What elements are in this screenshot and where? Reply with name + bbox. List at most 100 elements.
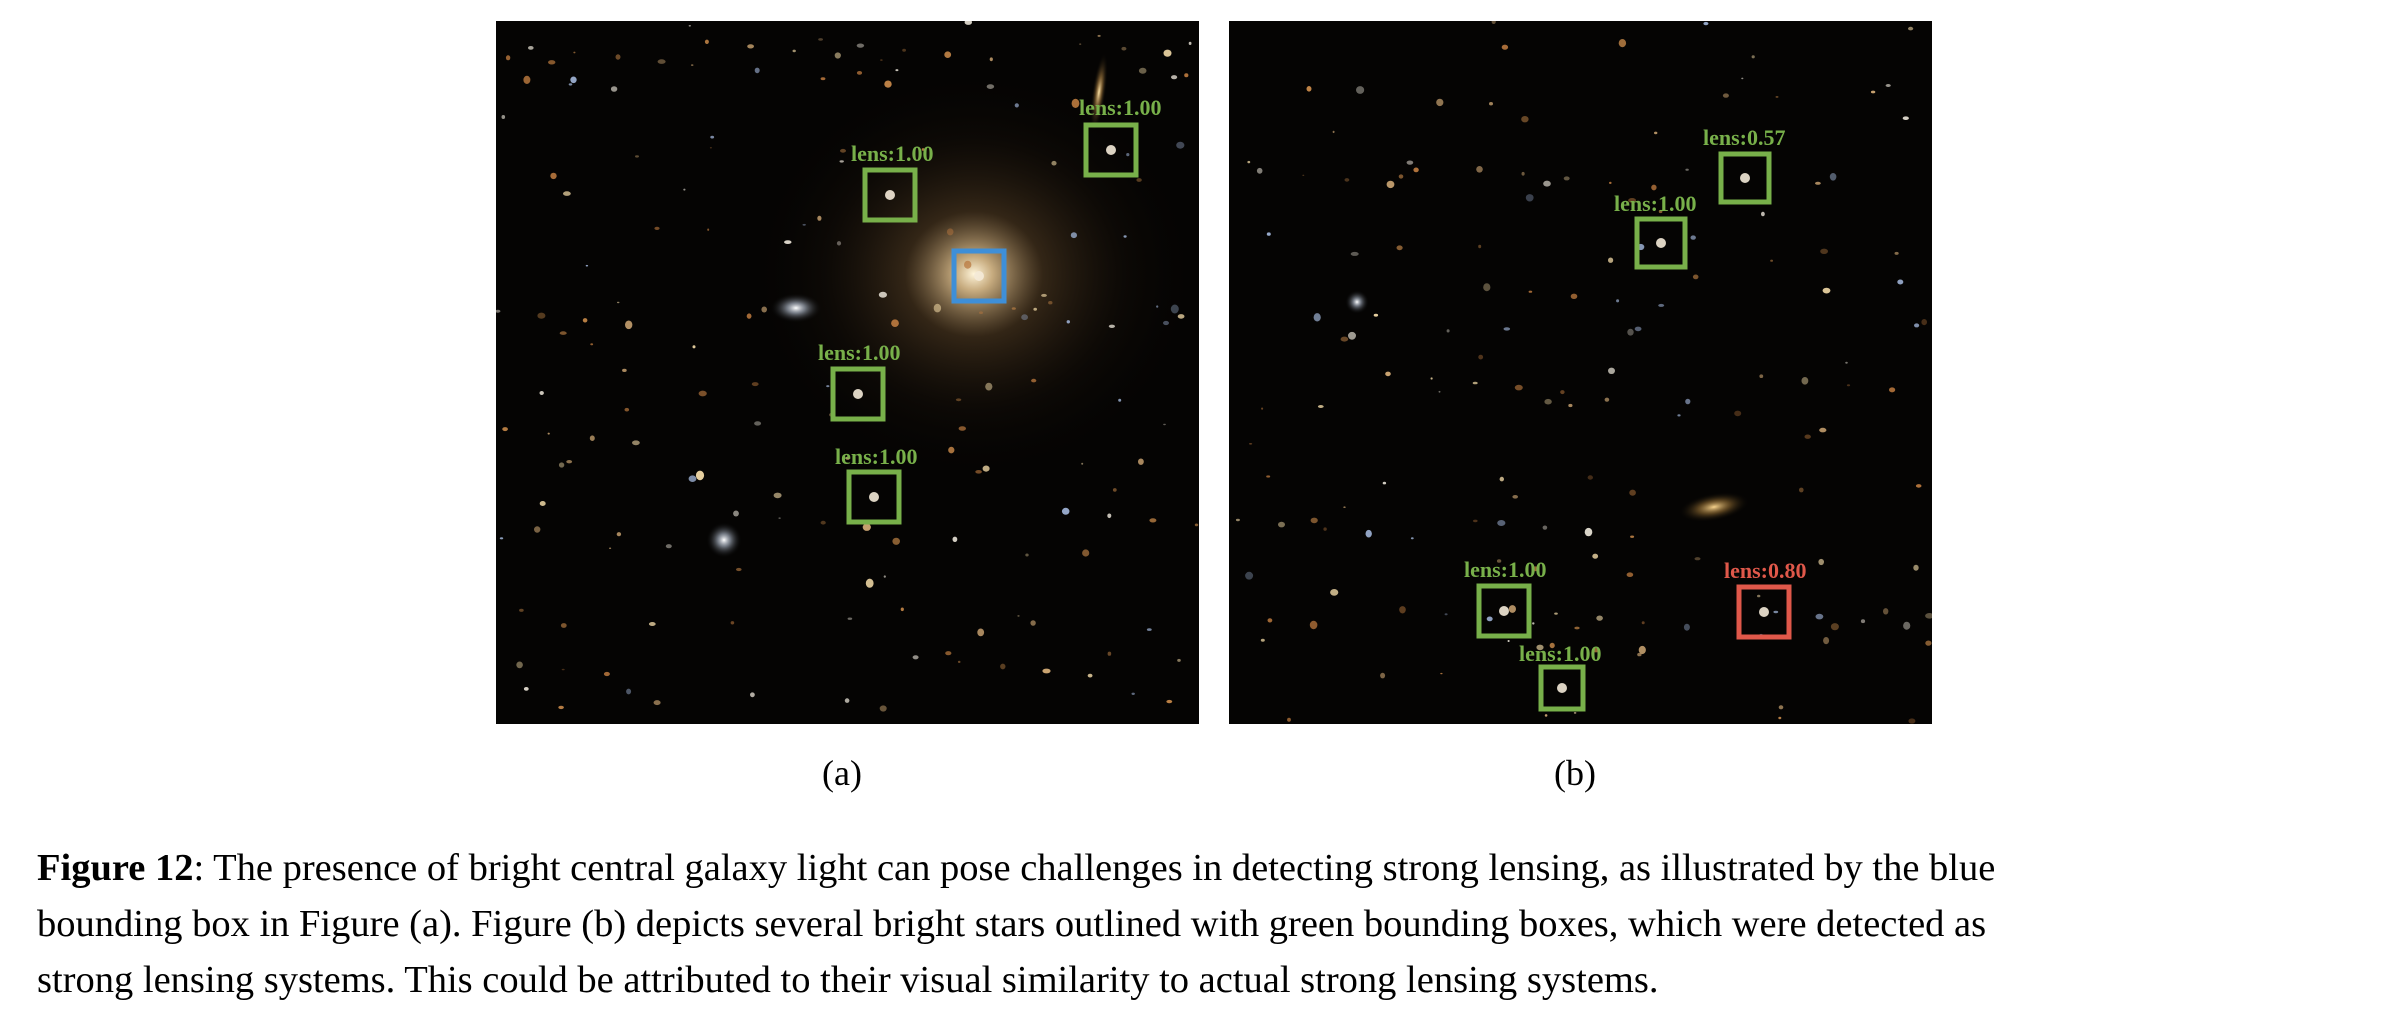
background-source [1609,181,1612,184]
background-source [1131,692,1135,695]
background-source [1176,141,1185,149]
background-source [1820,248,1828,254]
background-source [1136,178,1142,182]
background-source [1584,527,1593,537]
background-source [1722,93,1729,98]
background-source [1608,257,1614,263]
background-source [1641,621,1645,625]
background-source [1386,180,1395,189]
background-source [1194,523,1199,527]
background-source [1348,331,1356,340]
background-source [1491,21,1496,24]
svg-text:lens:1.00: lens:1.00 [1614,191,1697,216]
background-source [1757,594,1761,598]
background-source [1177,314,1185,319]
background-source [820,77,826,81]
background-source [1618,39,1627,48]
background-source [1344,178,1350,182]
background-source [566,460,573,464]
background-source [1685,168,1689,171]
background-source [1596,615,1603,621]
background-source [590,343,594,346]
detected-source [885,190,895,200]
background-source [977,628,985,637]
background-source [1302,174,1305,176]
background-source [1921,319,1927,326]
sky-image-a: lens:1.00 lens:1.00 lens:1.00 lens:1.00 [496,21,1199,724]
background-source [1734,410,1742,417]
background-source [1587,475,1593,480]
svg-text:lens:1.00: lens:1.00 [1464,557,1547,582]
background-source [1591,647,1600,653]
background-source [1266,475,1271,478]
background-source [1260,638,1265,642]
background-source [1021,314,1028,321]
background-source [523,687,529,691]
background-source [839,160,844,163]
background-source [1897,279,1904,285]
detection-box: lens:1.00 [1464,557,1547,639]
figure-panel-a: lens:1.00 lens:1.00 lens:1.00 lens:1.00 [496,21,1199,724]
background-source [1146,628,1152,631]
background-source [1430,377,1433,380]
background-source [1041,293,1047,297]
background-source [1380,672,1386,679]
background-source [1554,612,1558,615]
background-source [1574,626,1580,630]
background-source [1138,67,1147,74]
background-source [1330,589,1339,596]
background-source [900,607,904,612]
background-source [1365,529,1372,538]
background-source [1543,180,1551,187]
background-source [1413,167,1419,173]
background-source [1542,525,1548,530]
background-source [1604,397,1610,402]
background-sources [1235,21,1932,724]
background-source [1410,537,1414,540]
background-source [1014,103,1019,108]
background-source [548,60,556,65]
background-source [1560,390,1565,395]
background-source [547,432,550,435]
background-source [1356,86,1365,94]
background-source [1507,640,1510,642]
background-source [1340,336,1349,342]
background-source [879,705,887,712]
background-source [1486,616,1493,622]
background-source [1436,98,1444,107]
background-source [499,537,504,540]
detected-source [1499,606,1509,616]
background-source [1184,73,1189,78]
background-source [502,427,508,432]
background-source [622,368,627,372]
background-source [955,398,962,402]
background-source [1690,235,1696,240]
background-source [1138,458,1144,465]
background-source [1163,320,1169,326]
background-source [1913,564,1919,571]
background-source [1885,84,1891,87]
background-source [1112,488,1117,492]
bright-star [706,522,742,558]
background-source [948,446,955,454]
background-source [761,306,767,313]
background-source [1889,387,1896,393]
background-sources [496,21,1199,712]
background-source [944,51,952,58]
subfigure-label-b: (b) [1554,753,1596,793]
background-source [1309,620,1318,630]
background-source [1503,327,1511,331]
background-source [1525,194,1534,202]
background-source [626,688,632,695]
background-source [683,188,686,191]
background-source [1770,259,1773,262]
background-source [1313,313,1321,322]
background-source [653,700,661,706]
background-source [856,71,863,75]
background-source [1501,44,1509,50]
background-source [1107,651,1112,656]
caption-text: : The presence of bright central galaxy … [193,847,1996,889]
background-source [1278,521,1285,528]
figure-panel-b: lens:0.57 lens:1.00 lens:1.00 lens:0.80 … [1229,21,1932,724]
background-source [1544,398,1552,405]
